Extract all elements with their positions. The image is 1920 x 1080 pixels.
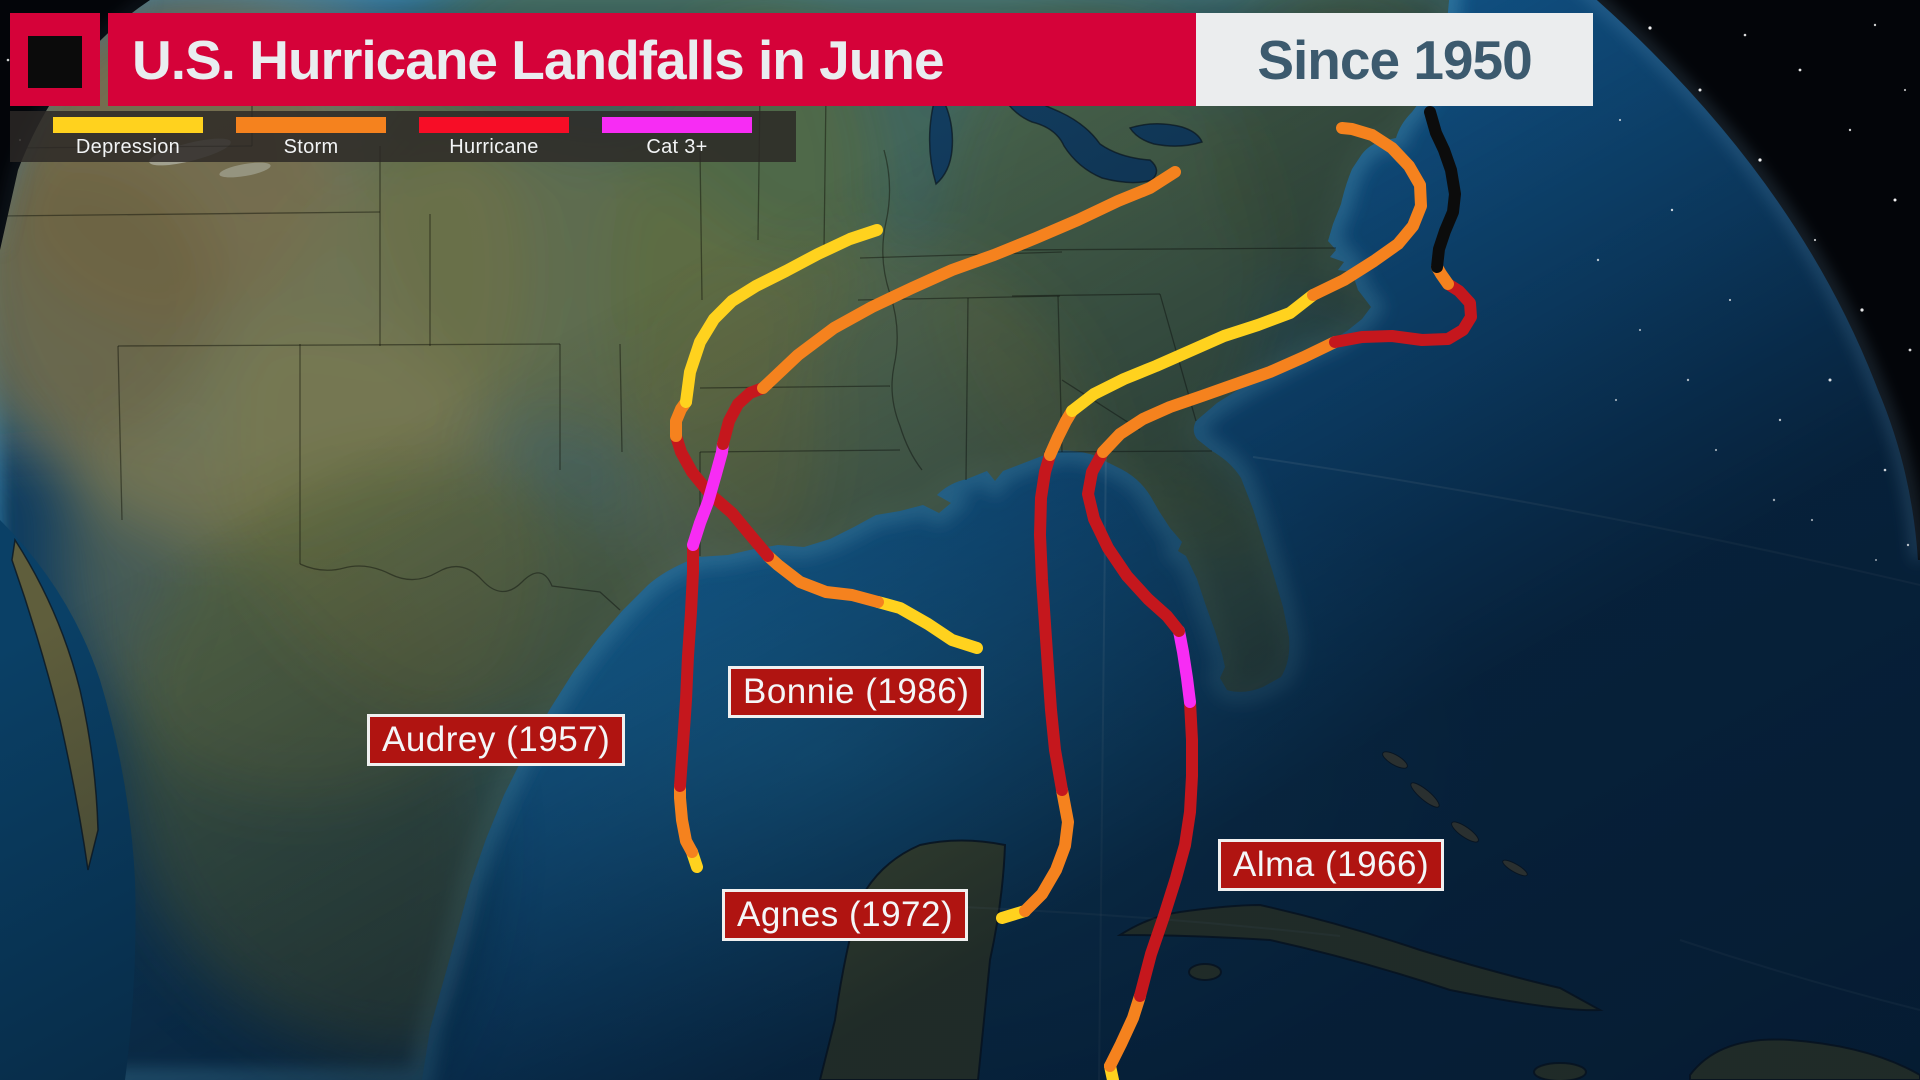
track-segment-hurricane <box>674 539 699 792</box>
track-segment-hurricane <box>717 382 769 450</box>
track-segment-cat3 <box>1173 625 1196 708</box>
track-segment-storm <box>1019 784 1074 917</box>
hurricane-tracks <box>670 106 1477 1080</box>
legend: Depression Storm Hurricane Cat 3+ <box>10 111 796 162</box>
page-title: U.S. Hurricane Landfalls in June <box>132 28 945 91</box>
track-segment-storm <box>757 166 1181 394</box>
legend-swatch <box>53 117 203 133</box>
track-audrey-1957 <box>674 166 1181 873</box>
legend-swatch <box>602 117 752 133</box>
legend-swatch <box>236 117 386 133</box>
storm-label-bonnie-1986: Bonnie (1986) <box>728 666 985 719</box>
legend-item-cat-3-: Cat 3+ <box>602 111 752 159</box>
track-segment-hurricane <box>1082 446 1185 637</box>
track-segment-depression <box>680 224 883 408</box>
track-segment-storm <box>1307 122 1427 301</box>
logo-black-square <box>28 36 82 88</box>
track-segment-depression <box>872 596 983 654</box>
legend-item-depression: Depression <box>53 111 203 159</box>
subtitle: Since 1950 <box>1257 28 1532 91</box>
legend-item-hurricane: Hurricane <box>419 111 569 159</box>
track-segment-storm <box>1097 336 1341 458</box>
track-segment-depression <box>1066 289 1319 417</box>
legend-label: Cat 3+ <box>646 136 708 158</box>
legend-label: Depression <box>75 136 181 158</box>
track-segment-hurricane <box>1329 278 1477 348</box>
track-segment-hurricane <box>1134 696 1198 1002</box>
storm-label-agnes-1972: Agnes (1972) <box>722 889 969 942</box>
legend-label: Storm <box>283 136 339 158</box>
track-segment-cat3 <box>687 438 729 551</box>
subtitle-banner: Since 1950 <box>1196 13 1593 106</box>
legend-swatch <box>419 117 569 133</box>
storm-label-alma-1966: Alma (1966) <box>1218 839 1445 892</box>
legend-label: Hurricane <box>449 136 539 158</box>
weather-channel-logo <box>10 13 100 106</box>
legend-item-storm: Storm <box>236 111 386 159</box>
storm-label-audrey-1957: Audrey (1957) <box>367 714 626 767</box>
title-banner: U.S. Hurricane Landfalls in June <box>108 13 1196 106</box>
track-segment-storm <box>762 550 884 608</box>
track-alma-1966 <box>1082 106 1477 1080</box>
track-agnes-1972 <box>996 122 1427 924</box>
track-segment-hurricane <box>1034 449 1068 796</box>
track-segment-extratropical <box>1424 106 1461 273</box>
track-segment-storm <box>1104 990 1146 1072</box>
track-segment-storm <box>674 780 698 858</box>
